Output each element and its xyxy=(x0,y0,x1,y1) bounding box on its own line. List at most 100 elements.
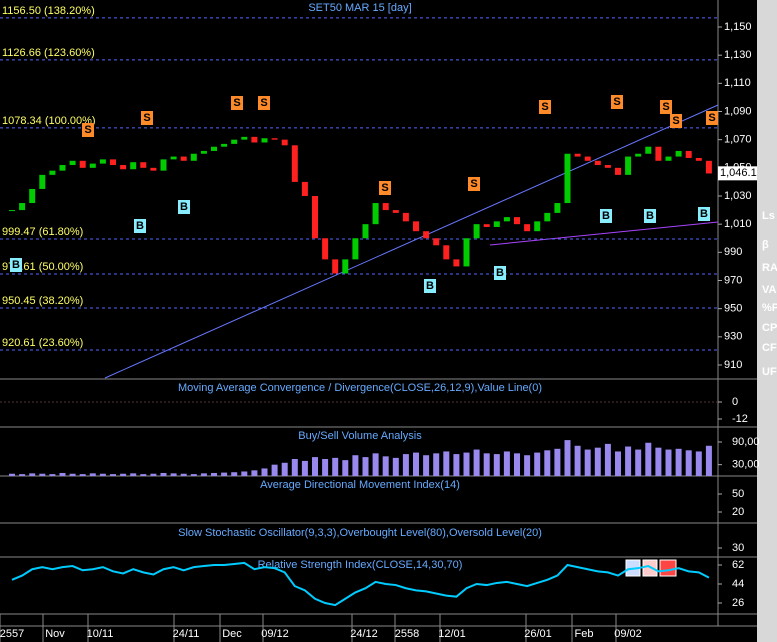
volume-bar xyxy=(655,447,662,476)
volume-bar xyxy=(231,472,238,476)
toolbar-item[interactable]: Ls xyxy=(762,210,775,222)
chart-title: SET50 MAR 15 [day] xyxy=(308,2,411,14)
candle xyxy=(645,146,652,154)
volume-bar xyxy=(69,473,76,476)
toolbar-item[interactable]: UF xyxy=(762,366,777,378)
candle xyxy=(554,203,561,213)
volume-bar xyxy=(211,472,217,476)
y-tick-label: 1,030 xyxy=(724,190,752,202)
candle xyxy=(69,160,76,166)
fib-label: 1126.66 (123.60%) xyxy=(2,47,95,59)
signal-label: S xyxy=(708,112,715,124)
candle xyxy=(524,224,531,232)
candle xyxy=(493,221,500,227)
volume-bar xyxy=(665,449,672,476)
candle xyxy=(241,136,248,140)
candle xyxy=(615,167,621,175)
candle xyxy=(190,153,197,161)
y-tick-label: 44 xyxy=(732,578,744,590)
fib-label: 1078.34 (100.00%) xyxy=(2,115,96,127)
volume-bar xyxy=(675,448,682,476)
candle xyxy=(443,245,450,260)
toolbar-item[interactable]: CP xyxy=(762,322,777,334)
volume-bar xyxy=(281,462,288,476)
x-tick-label: 24/11 xyxy=(173,628,200,640)
volume-bar xyxy=(110,474,116,476)
rsi-line xyxy=(11,561,710,607)
toolbar-item[interactable]: %P xyxy=(762,302,777,314)
candle xyxy=(625,156,632,175)
candle xyxy=(79,160,86,168)
volume-bar xyxy=(534,452,541,476)
fib-label: 974.61 (50.00%) xyxy=(2,261,83,273)
volume-bar xyxy=(291,459,298,476)
volume-bar xyxy=(645,442,652,476)
y-tick-label: 1,090 xyxy=(724,105,752,117)
candle xyxy=(49,170,56,175)
signal-box xyxy=(600,209,612,223)
candle xyxy=(281,139,288,146)
candle xyxy=(534,221,541,232)
volume-bar xyxy=(443,451,450,476)
x-tick-label: 2558 xyxy=(395,628,419,640)
x-tick-label: Feb xyxy=(575,628,594,640)
candle xyxy=(453,259,460,267)
signal-label: B xyxy=(180,201,188,213)
x-tick-label: 24/12 xyxy=(350,628,378,640)
x-tick-label: 26/01 xyxy=(524,628,552,640)
candle xyxy=(170,156,177,160)
signal-box xyxy=(178,200,190,214)
y-tick-label: 0 xyxy=(732,396,738,408)
volume-bar xyxy=(332,457,339,476)
candle xyxy=(29,188,36,204)
candle xyxy=(433,238,440,246)
signal-label: S xyxy=(662,101,669,113)
close-button[interactable] xyxy=(659,559,677,577)
signal-box xyxy=(231,96,243,110)
signal-label: S xyxy=(233,97,240,109)
signal-box xyxy=(82,123,94,137)
signal-label: S xyxy=(672,115,679,127)
signal-label: S xyxy=(381,182,388,194)
candle xyxy=(655,146,662,161)
signal-label: B xyxy=(700,208,708,220)
candle xyxy=(463,238,470,267)
signal-box xyxy=(141,111,153,125)
y-tick-label: 1,110 xyxy=(724,77,751,89)
toolbar-item[interactable]: VA xyxy=(762,284,777,296)
volume-bar xyxy=(594,447,601,476)
y-tick-label: 930 xyxy=(724,331,742,343)
volume-bar xyxy=(544,450,551,476)
volume-bar xyxy=(352,455,359,476)
volume-bar xyxy=(251,470,258,476)
signal-label: B xyxy=(646,210,654,222)
volume-bar xyxy=(705,445,712,476)
candle xyxy=(483,224,490,227)
fib-label: 999.47 (61.80%) xyxy=(2,226,83,238)
volume-bar xyxy=(271,464,278,476)
toolbar-item[interactable]: CF xyxy=(762,342,777,354)
signal-box xyxy=(644,209,656,223)
signal-box xyxy=(706,111,718,125)
panel-title: Slow Stochastic Oscillator(9,3,3),Overbo… xyxy=(178,527,542,539)
candle xyxy=(160,159,167,171)
candle xyxy=(503,217,510,222)
volume-bar xyxy=(514,453,520,476)
toolbar-item[interactable]: β xyxy=(762,239,769,251)
y-tick-label: 62 xyxy=(732,559,744,571)
volume-bar xyxy=(190,474,197,476)
fib-label: 920.61 (23.60%) xyxy=(2,337,83,349)
volume-bar xyxy=(635,449,642,476)
volume-bar xyxy=(564,440,571,476)
toolbar-item[interactable]: RA xyxy=(762,262,777,274)
signal-box xyxy=(379,181,391,195)
signal-box xyxy=(660,100,672,114)
y-tick-label: 910 xyxy=(724,359,742,371)
signal-label: S xyxy=(260,97,267,109)
y-tick-label: 30 xyxy=(732,542,744,554)
signal-box xyxy=(698,207,710,221)
volume-bar xyxy=(372,453,379,476)
volume-bar xyxy=(59,472,66,476)
candle xyxy=(685,150,692,158)
